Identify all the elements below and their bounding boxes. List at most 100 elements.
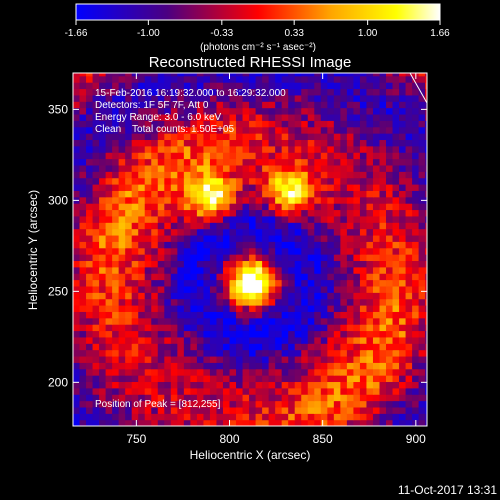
heatmap-cell xyxy=(118,324,126,332)
heatmap-cell xyxy=(249,113,257,121)
heatmap-cell xyxy=(366,133,374,141)
heatmap-cell xyxy=(105,158,113,166)
heatmap-cell xyxy=(327,101,335,109)
heatmap-cell xyxy=(170,330,178,338)
heatmap-cell xyxy=(222,260,231,268)
heatmap-cell xyxy=(320,343,328,351)
heatmap-cell xyxy=(229,158,237,166)
heatmap-cell xyxy=(125,145,133,153)
heatmap-cell xyxy=(170,107,178,115)
heatmap-cell xyxy=(333,171,341,179)
heatmap-cell xyxy=(99,183,107,191)
heatmap-cell xyxy=(353,222,361,230)
heatmap-cell xyxy=(333,355,341,363)
heatmap-cell xyxy=(268,88,276,96)
heatmap-cell xyxy=(275,285,283,293)
heatmap-cell xyxy=(79,158,87,166)
heatmap-cell xyxy=(190,101,198,109)
heatmap-cell xyxy=(301,133,309,141)
heatmap-cell xyxy=(118,73,126,77)
heatmap-cell xyxy=(372,113,381,121)
heatmap-cell xyxy=(327,419,335,426)
heatmap-cell xyxy=(125,177,133,185)
heatmap-cell xyxy=(386,183,394,191)
heatmap-cell xyxy=(99,400,107,408)
heatmap-cell xyxy=(320,196,328,204)
heatmap-cell xyxy=(203,368,211,376)
heatmap-cell xyxy=(418,285,426,293)
heatmap-cell xyxy=(275,375,283,383)
heatmap-cell xyxy=(353,183,361,191)
heatmap-cell xyxy=(236,171,244,179)
heatmap-cell xyxy=(183,247,191,255)
heatmap-cell xyxy=(399,94,407,102)
heatmap-cell xyxy=(151,375,159,383)
heatmap-cell xyxy=(353,145,361,153)
heatmap-cell xyxy=(294,75,302,83)
heatmap-cell xyxy=(249,88,257,96)
heatmap-cell xyxy=(425,145,427,153)
heatmap-cell xyxy=(164,152,172,160)
heatmap-cell xyxy=(105,196,113,204)
heatmap-cell xyxy=(138,145,146,153)
heatmap-cell xyxy=(262,209,270,217)
heatmap-cell xyxy=(105,387,113,395)
heatmap-cell xyxy=(112,196,120,204)
heatmap-cell xyxy=(79,266,87,274)
heatmap-cell xyxy=(346,94,355,102)
heatmap-cell xyxy=(196,260,205,268)
heatmap-cell xyxy=(131,260,139,268)
heatmap-cell xyxy=(203,126,211,134)
heatmap-cell xyxy=(183,387,191,395)
heatmap-cell xyxy=(177,228,185,236)
heatmap-cell xyxy=(151,107,159,115)
heatmap-cell xyxy=(405,254,413,262)
heatmap-cell xyxy=(190,406,198,414)
heatmap-cell xyxy=(203,273,211,281)
heatmap-cell xyxy=(190,171,198,179)
heatmap-cell xyxy=(190,260,198,268)
heatmap-cell xyxy=(268,324,276,332)
heatmap-cell xyxy=(209,266,218,274)
heatmap-cell xyxy=(131,355,139,363)
heatmap-cell xyxy=(262,298,270,306)
heatmap-cell xyxy=(314,260,322,268)
heatmap-cell xyxy=(327,400,335,408)
heatmap-cell xyxy=(229,82,237,90)
heatmap-cell xyxy=(170,215,178,223)
heatmap-cell xyxy=(281,73,289,77)
heatmap-cell xyxy=(236,133,244,141)
heatmap-cell xyxy=(353,75,361,83)
heatmap-cell xyxy=(392,126,400,134)
heatmap-cell xyxy=(412,228,420,236)
heatmap-cell xyxy=(203,113,211,121)
heatmap-cell xyxy=(425,285,427,293)
heatmap-cell xyxy=(242,152,250,160)
heatmap-cell xyxy=(281,279,289,287)
heatmap-cell xyxy=(222,101,231,109)
heatmap-cell xyxy=(125,375,133,383)
heatmap-cell xyxy=(209,324,218,332)
heatmap-cell xyxy=(262,203,270,211)
heatmap-cell xyxy=(196,400,205,408)
heatmap-cell xyxy=(151,196,159,204)
heatmap-cell xyxy=(79,120,87,128)
heatmap-cell xyxy=(294,285,302,293)
heatmap-cell xyxy=(412,133,420,141)
heatmap-cell xyxy=(327,381,335,389)
heatmap-cell xyxy=(268,394,276,402)
heatmap-cell xyxy=(112,215,120,223)
heatmap-cell xyxy=(236,190,244,198)
heatmap-cell xyxy=(249,292,257,300)
heatmap-cell xyxy=(412,368,420,376)
heatmap-cell xyxy=(405,406,413,414)
heatmap-cell xyxy=(268,375,276,383)
heatmap-cell xyxy=(118,387,126,395)
heatmap-cell xyxy=(229,413,237,421)
heatmap-cell xyxy=(112,260,120,268)
heatmap-cell xyxy=(209,196,218,204)
heatmap-cell xyxy=(405,101,413,109)
heatmap-cell xyxy=(255,82,263,90)
x-axis-label: Heliocentric X (arcsec) xyxy=(190,448,311,462)
heatmap-cell xyxy=(405,73,413,77)
